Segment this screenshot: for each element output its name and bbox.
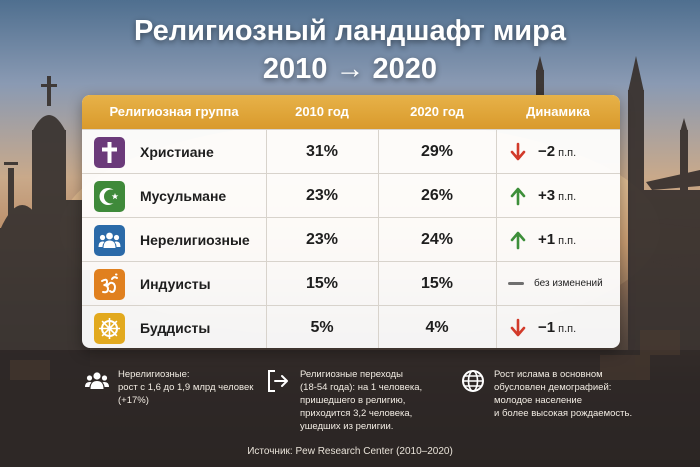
dynamics-cell: +1 п.п.: [496, 218, 620, 262]
group-name: Христиане: [140, 144, 214, 160]
value-2010: 23%: [305, 187, 339, 204]
crescent-star-icon-box: [94, 181, 125, 212]
value-2010: 5%: [310, 319, 334, 336]
source-caption: Источник: Pew Research Center (2010–2020…: [247, 446, 453, 457]
change-unit: п.п.: [558, 235, 577, 247]
arrow-down-icon: [510, 142, 526, 161]
note-line: пришедшего в религию,: [300, 395, 406, 406]
table-row: Буддисты 5% 4% −1 п.п.: [82, 305, 620, 348]
table-row: Нерелигиозные 23% 24% +1 п.п.: [82, 217, 620, 261]
value-2020: 24%: [420, 231, 454, 248]
note-line: рост с 1,6 до 1,9 млрд человек: [118, 382, 254, 393]
change-unit: п.п.: [558, 191, 577, 203]
table-row: Христиане 31% 29% −2 п.п.: [82, 129, 620, 173]
note-line: (18-54 года): на 1 человека,: [300, 382, 423, 393]
page-title: Религиозный ландшафт мира 2010 → 2020: [0, 12, 700, 88]
change-unit: п.п.: [558, 147, 577, 159]
dynamics-cell: −2 п.п.: [496, 130, 620, 174]
note-line: Религиозные переходы: [300, 369, 403, 380]
header-2010: 2010 год: [295, 104, 349, 119]
change-value: −1 п.п.: [538, 319, 577, 336]
table-row: Индуисты 15% 15% без изменений: [82, 261, 620, 305]
header-2020: 2020 год: [410, 104, 464, 119]
value-2020: 26%: [420, 187, 454, 204]
value-2010: 23%: [305, 231, 339, 248]
header-group: Религиозная группа: [109, 104, 239, 119]
crescent-star-icon: [99, 188, 119, 205]
change-unit: п.п.: [558, 323, 577, 335]
value-2020: 15%: [420, 275, 454, 292]
table-row: Мусульмане 23% 26% +3 п.п.: [82, 173, 620, 217]
group-name: Нерелигиозные: [140, 232, 250, 248]
people-icon: [85, 372, 109, 389]
group-name: Буддисты: [140, 320, 211, 336]
om-icon: [101, 273, 118, 294]
column-divider: [378, 129, 379, 348]
title-line-1: Религиозный ландшафт мира: [134, 15, 566, 47]
dharma-wheel-icon-box: [94, 313, 125, 344]
note-line: и более высокая рождаемость.: [494, 408, 633, 419]
cross-icon-box: [94, 137, 125, 168]
value-2010: 31%: [305, 143, 339, 160]
column-divider: [496, 129, 497, 348]
value-2020: 29%: [420, 143, 454, 160]
value-2020: 4%: [425, 319, 449, 336]
change-value: +3 п.п.: [538, 187, 577, 204]
people-icon-box: [94, 225, 125, 256]
cross-icon: [102, 142, 117, 163]
no-change-dash-icon: [508, 282, 524, 285]
note-line: молодое население: [494, 395, 582, 406]
value-2010: 15%: [305, 275, 339, 292]
dynamics-cell: без изменений: [496, 262, 620, 306]
note-line: обусловлен демографией:: [494, 382, 612, 393]
om-icon-box: [94, 269, 125, 300]
dynamics-cell: +3 п.п.: [496, 174, 620, 218]
column-divider: [266, 129, 267, 348]
religion-table: Религиозная группа 2010 год 2020 год Дин…: [82, 95, 620, 348]
change-value: −2 п.п.: [538, 143, 577, 160]
note-line: Рост ислама в основном: [494, 369, 603, 380]
note-line: Нерелигиозные:: [118, 369, 190, 380]
dharma-wheel-icon: [99, 318, 120, 339]
change-value: без изменений: [534, 278, 603, 289]
note-line: приходится 3,2 человека,: [300, 408, 413, 419]
globe-icon: [462, 370, 484, 392]
title-line-2: 2010 → 2020: [262, 53, 438, 85]
group-name: Индуисты: [140, 276, 211, 292]
change-value: +1 п.п.: [538, 231, 577, 248]
group-name: Мусульмане: [140, 188, 227, 204]
table-header: Религиозная группа 2010 год 2020 год Дин…: [82, 95, 620, 129]
arrow-up-icon: [510, 187, 526, 206]
arrow-down-icon: [510, 318, 526, 337]
switch-icon: [268, 370, 288, 392]
arrow-up-icon: [510, 231, 526, 250]
note-line: ушедших из религии.: [300, 421, 394, 432]
note-line: (+17%): [118, 395, 149, 406]
header-dynamics: Динамика: [526, 104, 590, 119]
dynamics-cell: −1 п.п.: [496, 306, 620, 348]
people-icon: [98, 232, 121, 248]
